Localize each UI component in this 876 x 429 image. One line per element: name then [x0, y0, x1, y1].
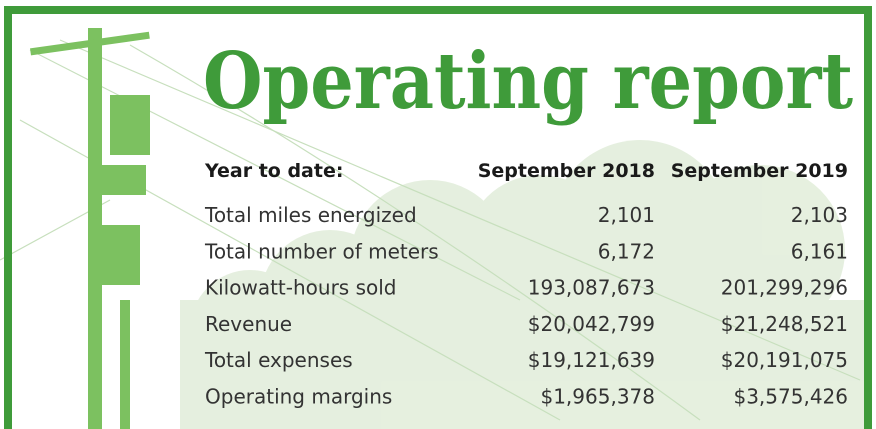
row-label: Operating margins	[205, 385, 392, 409]
row-value: 6,161	[791, 239, 848, 263]
row-value: $20,191,075	[721, 348, 848, 372]
frame	[4, 6, 872, 429]
table: Year to date: September 2018 September 201…	[204, 160, 848, 409]
header-cell: September 2019	[671, 160, 848, 182]
row-value: $1,965,378	[540, 385, 655, 409]
row-value: 2,103	[791, 203, 848, 227]
row-label: Total number of meters	[204, 239, 439, 263]
row-label: Total expenses	[204, 348, 353, 372]
row-label: Kilowatt-hours sold	[205, 276, 396, 300]
row-value: $20,042,799	[528, 312, 655, 336]
row-value: 6,172	[598, 239, 655, 263]
title: Operating report	[203, 36, 853, 127]
header-cell: September 2018	[478, 160, 655, 182]
row-value: $3,575,426	[733, 385, 848, 409]
row-value: 193,087,673	[528, 276, 655, 300]
row-value: 201,299,296	[721, 276, 848, 300]
row-value: $19,121,639	[528, 348, 655, 372]
row-value: $21,248,521	[721, 312, 848, 336]
row-label: Total miles energized	[204, 203, 417, 227]
row-label: Revenue	[205, 312, 292, 336]
row-value: 2,101	[598, 203, 655, 227]
header-cell: Year to date:	[204, 160, 343, 182]
